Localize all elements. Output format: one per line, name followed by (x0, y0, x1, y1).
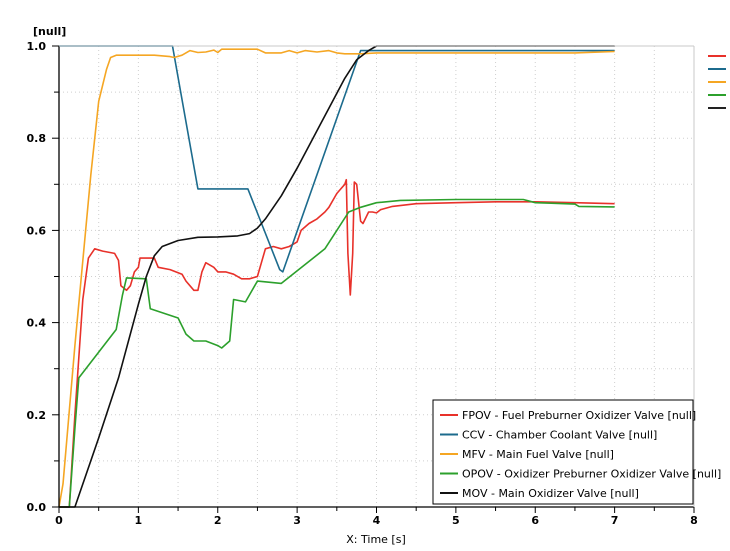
x-tick-label: 6 (531, 514, 539, 527)
side-series-swatch[interactable] (708, 107, 726, 109)
series-line-4 (59, 45, 615, 508)
y-tick-label: 0.0 (27, 501, 47, 514)
legend-box (432, 399, 694, 505)
x-tick-label: 1 (135, 514, 143, 527)
x-tick-label: 5 (452, 514, 460, 527)
x-tick-label: 2 (214, 514, 222, 527)
series-line-0 (59, 178, 615, 508)
y-tick-label: 0.4 (27, 317, 47, 330)
legend-label: OPOV - Oxidizer Preburner Oxidizer Valve… (462, 468, 721, 481)
series-lines (58, 45, 615, 508)
y-tick-label: 0.6 (27, 224, 47, 237)
series-line-3 (59, 198, 615, 508)
legend-label: FPOV - Fuel Preburner Oxidizer Valve [nu… (462, 409, 696, 422)
axis-ticks: 0 1 2 3 4 5 6 7 8 0.0 0.2 0.4 0.6 0.8 1.0 (27, 40, 698, 527)
x-tick-label: 4 (373, 514, 381, 527)
series-line-1 (59, 45, 615, 273)
x-tick-label: 8 (690, 514, 698, 527)
y-tick-label: 0.8 (27, 132, 47, 145)
legend-label: CCV - Chamber Coolant Valve [null] (462, 429, 657, 442)
side-series-swatch[interactable] (708, 94, 726, 96)
y-tick-label: 0.2 (27, 409, 47, 422)
x-tick-label: 0 (55, 514, 63, 527)
y-tick-label: 1.0 (27, 40, 47, 53)
series-line-2 (58, 48, 615, 508)
side-series-swatch[interactable] (708, 55, 726, 57)
side-color-swatches (708, 55, 726, 109)
x-tick-label: 7 (611, 514, 619, 527)
legend-label: MOV - Main Oxidizer Valve [null] (462, 487, 639, 500)
side-series-swatch[interactable] (708, 81, 726, 83)
y-axis-unit-label: [null] (33, 25, 66, 38)
side-series-swatch[interactable] (708, 68, 726, 70)
legend: FPOV - Fuel Preburner Oxidizer Valve [nu… (432, 399, 721, 505)
legend-label: MFV - Main Fuel Valve [null] (462, 448, 614, 461)
x-axis-title: X: Time [s] (346, 533, 405, 546)
x-tick-label: 3 (293, 514, 301, 527)
